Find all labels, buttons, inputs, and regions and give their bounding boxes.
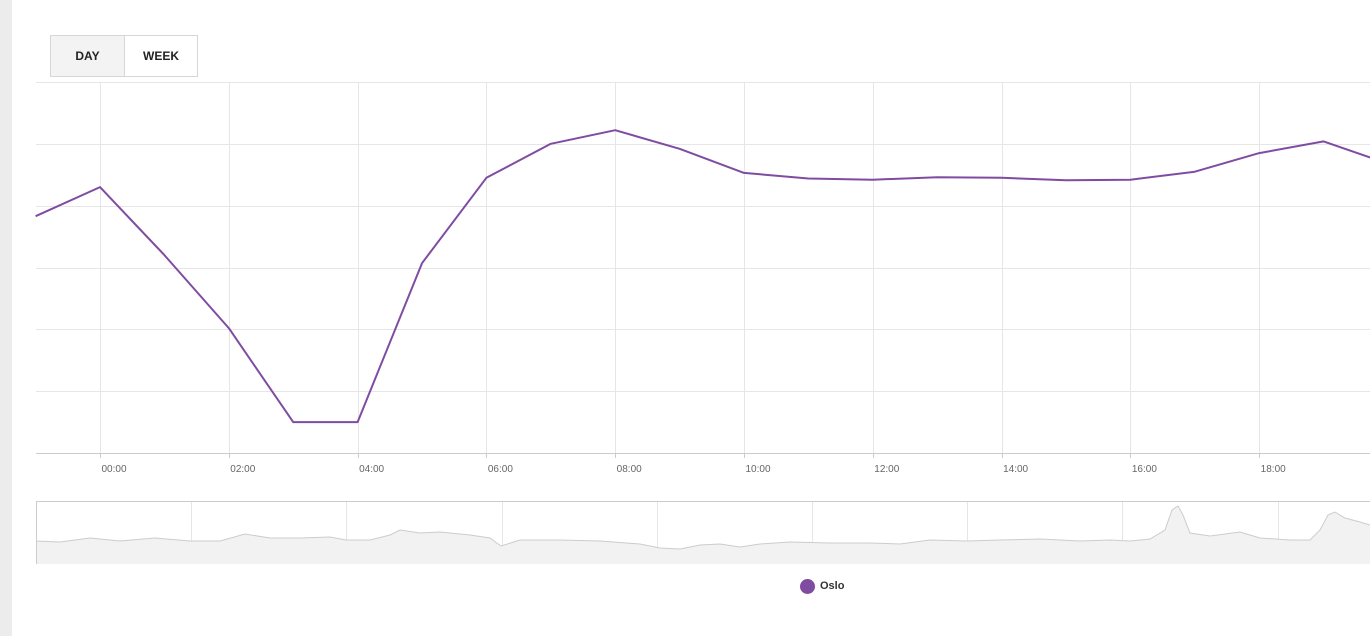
x-tick-label: 00:00	[101, 464, 126, 475]
x-tick-label: 14:00	[1003, 464, 1028, 475]
x-tick-label: 12:00	[874, 464, 899, 475]
navigator-series-line	[35, 505, 1370, 550]
series-line-oslo[interactable]	[35, 129, 1370, 424]
left-rail	[0, 0, 12, 636]
navigator[interactable]: 11 Oct12 Oct13 Oct14 Oct15 Oct16 Oct17 O…	[35, 501, 1370, 564]
chart-grid	[36, 82, 1370, 454]
series-layer	[35, 129, 1370, 424]
x-tick-label: 04:00	[359, 464, 384, 475]
legend-label: Oslo	[820, 580, 845, 592]
x-tick-label: 06:00	[488, 464, 513, 475]
x-tick-label: 02:00	[230, 464, 255, 475]
week-button[interactable]: WEEK	[124, 36, 197, 76]
navigator-series-fill	[36, 506, 1370, 564]
legend-swatch	[800, 578, 815, 594]
x-tick-label: 10:00	[745, 464, 770, 475]
x-tick-label: 08:00	[617, 464, 642, 475]
range-toggle: DAY WEEK	[50, 35, 198, 77]
legend-item-oslo[interactable]: Oslo	[800, 578, 844, 594]
x-axis: 00:00 02:00 04:00 06:00 08:00 10:00 12:00 14:00…	[100, 453, 1286, 475]
x-tick-label: 18:00	[1261, 464, 1286, 475]
day-button[interactable]: DAY	[51, 36, 124, 76]
x-tick-label: 16:00	[1132, 464, 1157, 475]
